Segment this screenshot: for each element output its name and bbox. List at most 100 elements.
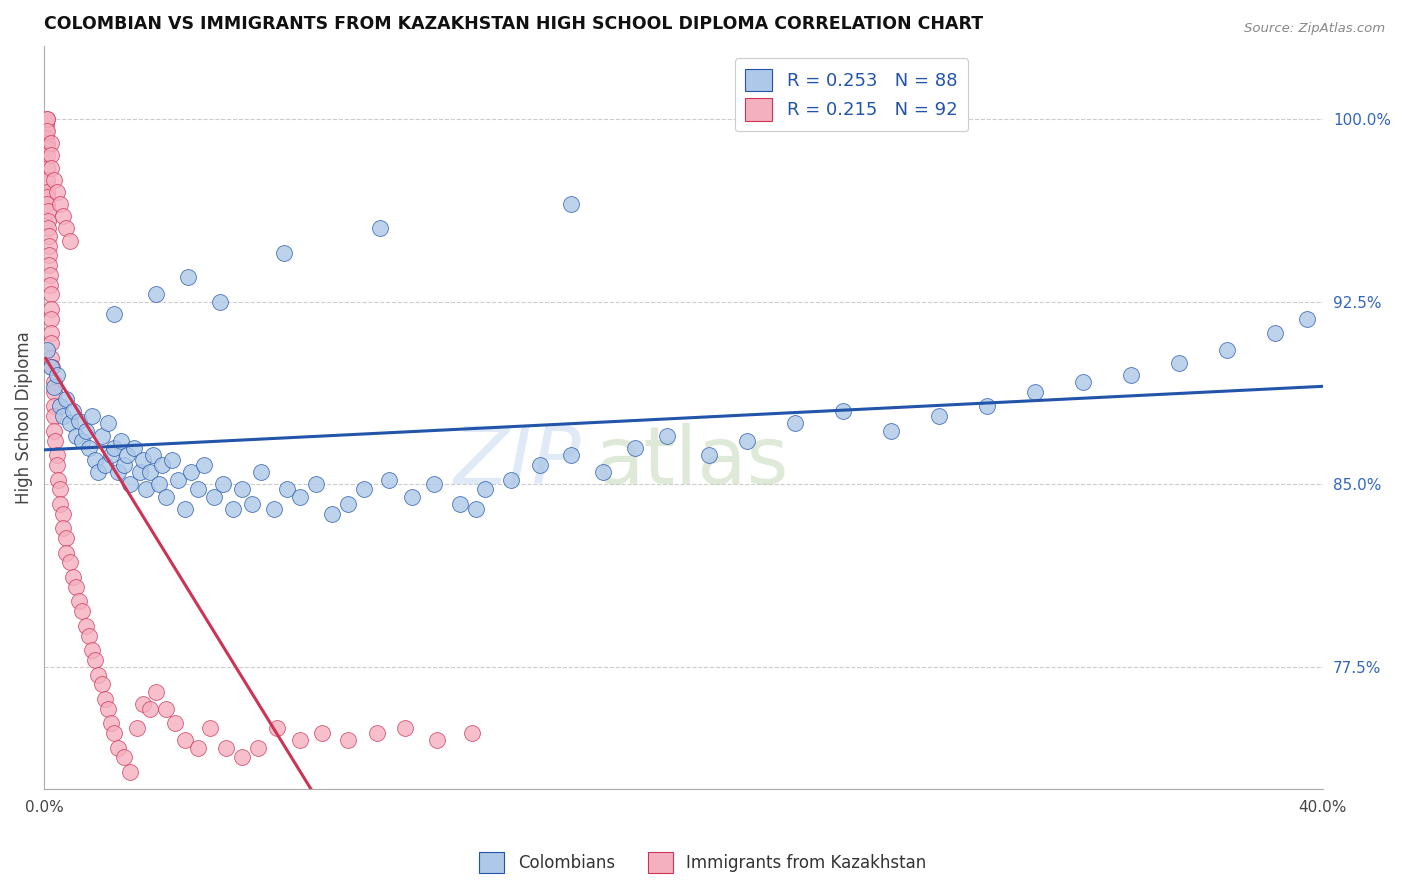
Point: [155, 702, 177, 716]
Point: [87, 667, 110, 681]
Point: [560, 197, 582, 211]
Point: [624, 441, 647, 455]
Point: [37, 112, 59, 126]
Point: [87, 465, 110, 479]
Point: [145, 287, 167, 301]
Point: [45, 368, 67, 382]
Point: [37, 161, 59, 175]
Point: [107, 740, 129, 755]
Point: [45, 458, 67, 472]
Point: [305, 477, 328, 491]
Point: [42, 375, 65, 389]
Text: ZIP: ZIP: [454, 423, 581, 501]
Point: [35, 117, 58, 131]
Point: [202, 490, 225, 504]
Point: [142, 448, 165, 462]
Point: [44, 434, 66, 448]
Point: [135, 483, 157, 497]
Point: [1071, 375, 1094, 389]
Point: [49, 497, 72, 511]
Point: [35, 124, 58, 138]
Point: [38, 268, 60, 282]
Point: [55, 221, 77, 235]
Point: [1024, 384, 1046, 399]
Point: [42, 380, 65, 394]
Point: [52, 507, 75, 521]
Point: [263, 501, 285, 516]
Point: [38, 228, 60, 243]
Point: [288, 490, 311, 504]
Point: [148, 477, 170, 491]
Point: [461, 726, 484, 740]
Point: [276, 483, 298, 497]
Point: [37, 204, 59, 219]
Point: [77, 629, 100, 643]
Point: [38, 258, 60, 272]
Point: [138, 465, 160, 479]
Point: [59, 556, 82, 570]
Point: [138, 702, 160, 716]
Point: [75, 424, 97, 438]
Point: [84, 653, 107, 667]
Point: [49, 197, 72, 211]
Point: [55, 531, 77, 545]
Point: [122, 441, 145, 455]
Legend: Colombians, Immigrants from Kazakhstan: Colombians, Immigrants from Kazakhstan: [472, 846, 934, 880]
Point: [103, 726, 125, 740]
Point: [45, 448, 67, 462]
Point: [449, 497, 471, 511]
Point: [107, 465, 129, 479]
Text: atlas: atlas: [593, 423, 789, 501]
Point: [35, 141, 58, 155]
Point: [39, 301, 62, 316]
Point: [90, 428, 112, 442]
Point: [832, 404, 855, 418]
Point: [160, 453, 183, 467]
Point: [37, 221, 59, 235]
Point: [46, 473, 69, 487]
Point: [928, 409, 950, 424]
Point: [52, 209, 75, 223]
Point: [1295, 311, 1317, 326]
Point: [37, 172, 59, 186]
Point: [499, 473, 522, 487]
Point: [186, 740, 208, 755]
Point: [35, 136, 58, 151]
Point: [132, 697, 155, 711]
Point: [52, 521, 75, 535]
Point: [1119, 368, 1142, 382]
Point: [529, 458, 551, 472]
Point: [42, 409, 65, 424]
Point: [231, 750, 253, 764]
Point: [592, 465, 614, 479]
Point: [180, 465, 202, 479]
Point: [1167, 355, 1189, 369]
Point: [880, 424, 903, 438]
Point: [186, 483, 208, 497]
Point: [42, 384, 65, 399]
Point: [167, 473, 190, 487]
Point: [100, 448, 122, 462]
Point: [41, 351, 63, 365]
Point: [115, 448, 138, 462]
Y-axis label: High School Diploma: High School Diploma: [15, 331, 32, 504]
Legend: R = 0.253   N = 88, R = 0.215   N = 92: R = 0.253 N = 88, R = 0.215 N = 92: [734, 58, 969, 131]
Point: [112, 750, 135, 764]
Point: [240, 497, 263, 511]
Point: [1264, 326, 1286, 341]
Point: [208, 294, 231, 309]
Text: COLOMBIAN VS IMMIGRANTS FROM KAZAKHSTAN HIGH SCHOOL DIPLOMA CORRELATION CHART: COLOMBIAN VS IMMIGRANTS FROM KAZAKHSTAN …: [44, 15, 983, 33]
Point: [177, 270, 200, 285]
Point: [173, 501, 195, 516]
Point: [55, 546, 77, 560]
Point: [65, 428, 87, 442]
Point: [132, 453, 155, 467]
Point: [80, 643, 103, 657]
Point: [37, 343, 59, 358]
Point: [1215, 343, 1237, 358]
Point: [221, 501, 243, 516]
Point: [288, 733, 311, 747]
Point: [67, 594, 90, 608]
Point: [55, 392, 77, 406]
Point: [62, 570, 84, 584]
